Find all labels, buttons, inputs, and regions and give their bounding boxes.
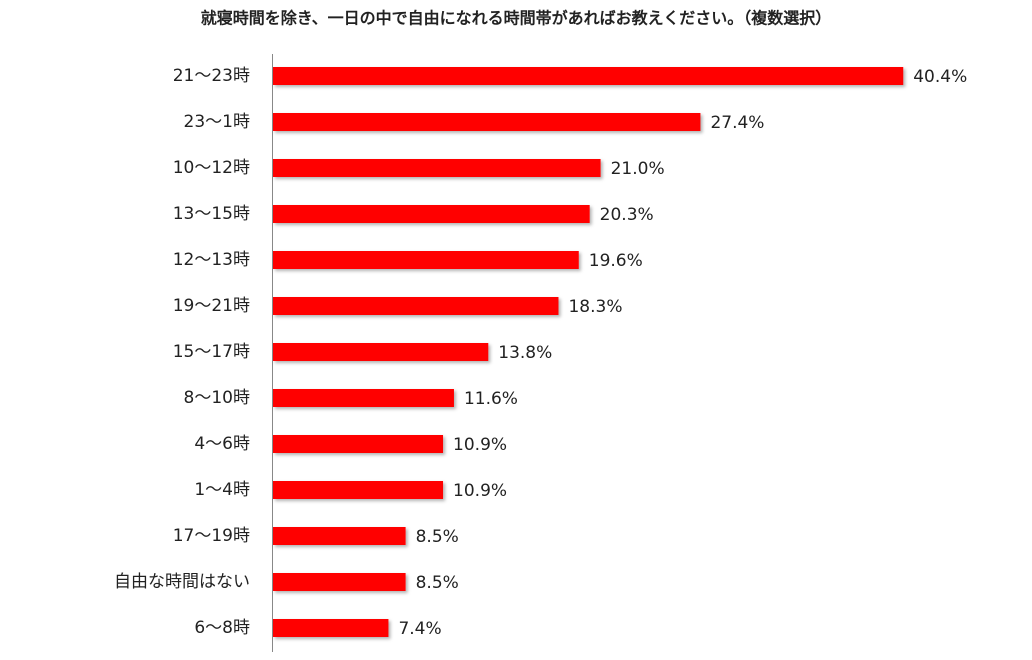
y-tick-label: 17～19時 bbox=[173, 526, 250, 546]
bar bbox=[273, 573, 406, 591]
value-label: 7.4% bbox=[398, 619, 441, 639]
bar bbox=[273, 389, 454, 407]
value-label: 11.6% bbox=[464, 389, 518, 409]
bar bbox=[273, 113, 701, 131]
value-label: 13.8% bbox=[498, 343, 552, 363]
bar bbox=[273, 251, 579, 269]
bar bbox=[273, 343, 489, 361]
value-label: 10.9% bbox=[453, 435, 507, 455]
y-tick-label: 10～12時 bbox=[173, 158, 250, 178]
value-label: 21.0% bbox=[611, 159, 665, 179]
bar bbox=[273, 481, 444, 499]
bar bbox=[273, 527, 406, 545]
y-tick-label: 19～21時 bbox=[173, 296, 250, 316]
value-label: 20.3% bbox=[600, 205, 654, 225]
y-tick-label: 4～6時 bbox=[194, 434, 250, 454]
y-tick-label: 15～17時 bbox=[173, 342, 250, 362]
y-tick-label: 13～15時 bbox=[173, 204, 250, 224]
value-label: 18.3% bbox=[568, 297, 622, 317]
y-tick-label: 12～13時 bbox=[173, 250, 250, 270]
bar bbox=[273, 297, 559, 315]
chart-title: 就寝時間を除き、一日の中で自由になれる時間帯があればお教えください。（複数選択） bbox=[201, 9, 831, 28]
bar bbox=[273, 619, 389, 637]
value-label: 8.5% bbox=[416, 573, 459, 593]
y-tick-label: 1～4時 bbox=[194, 480, 250, 500]
y-tick-label: 8～10時 bbox=[184, 388, 250, 408]
value-label: 10.9% bbox=[453, 481, 507, 501]
bar bbox=[273, 159, 601, 177]
value-label: 19.6% bbox=[589, 251, 643, 271]
bar bbox=[273, 205, 590, 223]
value-label: 8.5% bbox=[416, 527, 459, 547]
y-tick-label: 自由な時間はない bbox=[114, 572, 250, 592]
y-tick-label: 6～8時 bbox=[194, 618, 250, 638]
y-tick-label: 21～23時 bbox=[173, 66, 250, 86]
bar bbox=[273, 435, 444, 453]
value-label: 27.4% bbox=[710, 113, 764, 133]
bar bbox=[273, 67, 904, 85]
y-tick-label: 23～1時 bbox=[184, 112, 250, 132]
value-label: 40.4% bbox=[913, 67, 967, 87]
